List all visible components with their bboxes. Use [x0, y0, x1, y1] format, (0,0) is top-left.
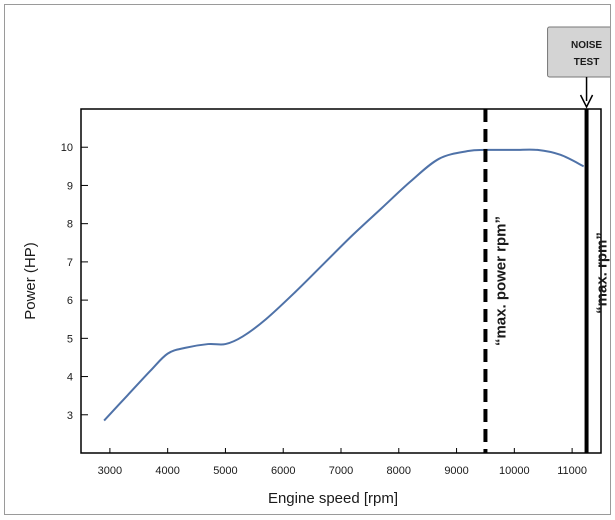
- series-layer: [103, 148, 585, 422]
- y-tick-label: 8: [67, 219, 73, 231]
- y-tick-label: 5: [67, 333, 73, 345]
- x-tick-label: 5000: [213, 465, 237, 477]
- x-tick-label: 10000: [499, 465, 530, 477]
- noise-test-callout: NOISE TEST: [547, 26, 610, 109]
- x-tick-label: 8000: [387, 465, 411, 477]
- y-tick-label: 6: [67, 295, 73, 307]
- noise-test-line2: TEST: [574, 57, 600, 68]
- x-axis-ticks: 3000 4000 5000 6000 7000 8000 9000 10000 11000: [98, 448, 587, 477]
- power-curve-chart: 3 4 5 6 7 8 9 10 3000 4000 5000 6000 7000 8000 9000 10…: [22, 26, 610, 507]
- x-axis-label: Engine speed [rpm]: [268, 490, 398, 507]
- x-tick-label: 11000: [557, 465, 587, 477]
- x-tick-label: 7000: [329, 465, 353, 477]
- x-tick-label: 4000: [155, 465, 179, 477]
- max-rpm-label: “max. rpm”: [594, 232, 610, 314]
- x-tick-label: 3000: [98, 465, 122, 477]
- max-power-rpm-label: “max. power rpm”: [492, 216, 509, 346]
- chart-frame: 3 4 5 6 7 8 9 10 3000 4000 5000 6000 7000 8000 9000 10…: [4, 4, 611, 515]
- y-axis-ticks: 3 4 5 6 7 8 9 10: [61, 142, 88, 422]
- x-tick-label: 9000: [444, 465, 468, 477]
- y-axis-label: Power (HP): [22, 242, 39, 320]
- x-tick-label: 6000: [271, 465, 295, 477]
- power-curve-line: [103, 148, 585, 422]
- noise-test-line1: NOISE: [571, 40, 602, 51]
- y-tick-label: 9: [67, 180, 73, 192]
- y-tick-label: 3: [67, 410, 73, 422]
- plot-background: [80, 108, 602, 454]
- annotation-layer: “max. power rpm” “max. rpm”: [483, 109, 610, 453]
- y-tick-label: 4: [67, 372, 73, 384]
- noise-test-arrow-head: [579, 94, 594, 109]
- y-tick-label: 7: [67, 257, 73, 269]
- y-tick-label: 10: [61, 142, 73, 154]
- noise-test-box: [547, 26, 610, 78]
- plot-area: [80, 108, 602, 454]
